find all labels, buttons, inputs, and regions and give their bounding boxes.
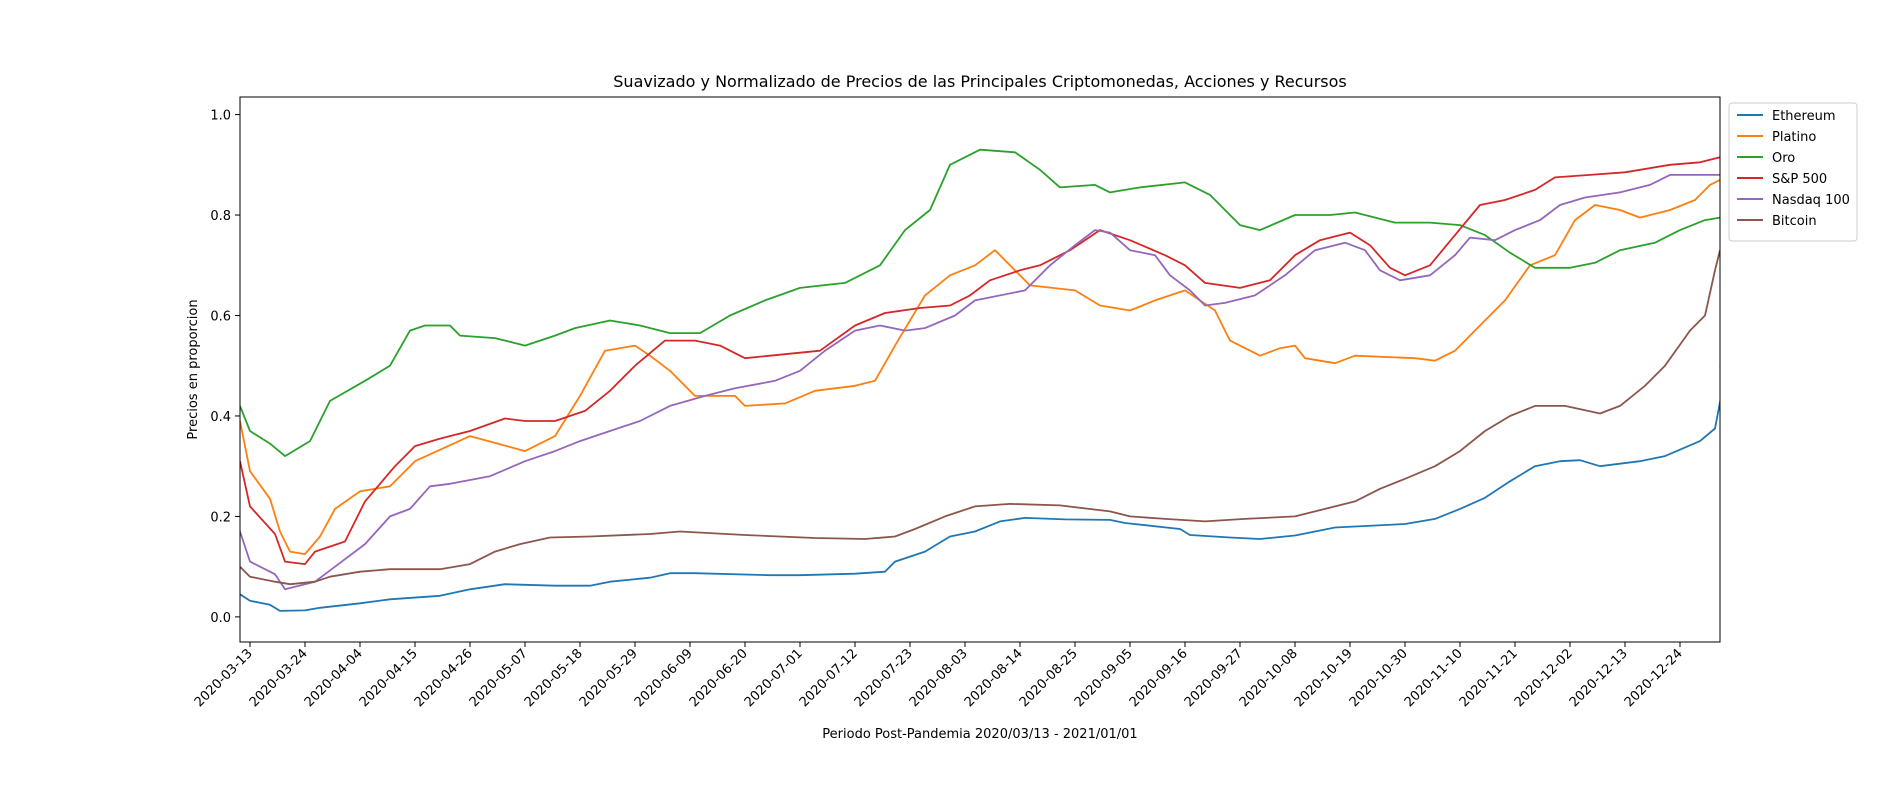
series-line-s-p-500 xyxy=(240,156,1720,565)
x-tick-label: 2020-07-01 xyxy=(742,646,806,710)
y-tick-label: 0.4 xyxy=(210,410,231,425)
x-tick-label: 2020-04-26 xyxy=(412,646,476,710)
x-tick-label: 2020-05-29 xyxy=(577,646,641,710)
y-axis-label: Precios en proporcion xyxy=(186,299,201,439)
series-group xyxy=(240,148,1720,612)
legend-label: Ethereum xyxy=(1772,109,1836,124)
x-tick-label: 2020-04-04 xyxy=(302,646,366,710)
x-tick-label: 2020-10-19 xyxy=(1292,646,1356,710)
x-tick-label: 2020-10-08 xyxy=(1237,646,1301,710)
x-tick-label: 2020-09-05 xyxy=(1072,646,1136,710)
x-tick-label: 2020-08-25 xyxy=(1017,646,1081,710)
y-tick-label: 0.2 xyxy=(210,510,231,525)
chart-title: Suavizado y Normalizado de Precios de la… xyxy=(613,72,1346,91)
x-axis-label: Periodo Post-Pandemia 2020/03/13 - 2021/… xyxy=(822,727,1137,742)
x-tick-label: 2020-06-20 xyxy=(687,646,751,710)
y-tick-label: 1.0 xyxy=(210,109,231,124)
legend-label: Platino xyxy=(1772,130,1816,145)
x-tick-label: 2020-08-14 xyxy=(962,646,1026,710)
y-tick-label: 0.0 xyxy=(210,611,231,626)
plot-area: 0.00.20.40.60.81.02020-03-132020-03-2420… xyxy=(192,96,1721,710)
legend-label: Oro xyxy=(1772,151,1795,166)
x-tick-label: 2020-10-30 xyxy=(1347,646,1411,710)
legend-box xyxy=(1728,102,1858,242)
series-line-ethereum xyxy=(240,365,1720,612)
series-line-platino xyxy=(240,179,1720,555)
x-tick-label: 2020-12-02 xyxy=(1512,646,1576,710)
y-tick-label: 0.8 xyxy=(210,209,231,224)
x-tick-label: 2020-03-13 xyxy=(192,646,256,710)
x-tick-label: 2020-07-23 xyxy=(852,646,916,710)
x-tick-label: 2020-04-15 xyxy=(357,646,421,710)
x-tick-label: 2020-12-13 xyxy=(1567,646,1631,710)
x-tick-label: 2020-11-10 xyxy=(1402,646,1466,710)
series-line-bitcoin xyxy=(240,249,1720,586)
x-tick-label: 2020-11-21 xyxy=(1457,646,1521,710)
x-tick-label: 2020-05-18 xyxy=(522,646,586,710)
y-tick-label: 0.6 xyxy=(210,310,231,325)
x-tick-label: 2020-06-09 xyxy=(632,646,696,710)
legend-label: Bitcoin xyxy=(1772,214,1817,229)
x-tick-label: 2020-08-03 xyxy=(907,646,971,710)
x-tick-label: 2020-07-12 xyxy=(797,646,861,710)
x-tick-label: 2020-09-27 xyxy=(1182,646,1246,710)
axes-frame xyxy=(239,96,1721,643)
x-tick-label: 2020-05-07 xyxy=(467,646,531,710)
legend-label: S&P 500 xyxy=(1772,172,1827,187)
x-tick-label: 2020-09-16 xyxy=(1127,646,1191,710)
x-tick-label: 2020-12-24 xyxy=(1622,646,1686,710)
x-tick-label: 2020-03-24 xyxy=(247,646,311,710)
legend: Ethereum Platino Oro S&P 500 Nasdaq 100 Bitco… xyxy=(1728,102,1858,242)
series-line-oro xyxy=(240,148,1720,457)
series-line-nasdaq-100 xyxy=(240,174,1720,591)
legend-label: Nasdaq 100 xyxy=(1772,193,1850,208)
